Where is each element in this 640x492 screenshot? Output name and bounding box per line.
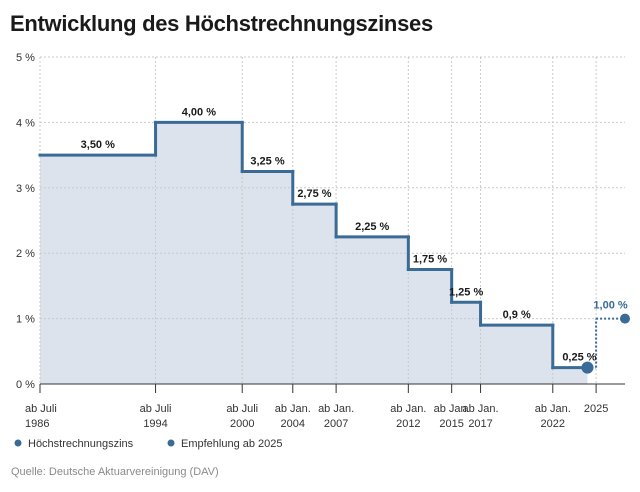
x-tick-label: 2015 [439,418,463,430]
data-label: 0,9 % [503,309,531,321]
source-note: Quelle: Deutsche Aktuarvereinigung (DAV) [11,466,219,478]
x-tick-label: ab Jan. [275,403,311,415]
y-tick-label: 5 % [16,52,35,64]
x-tick-label: 2004 [281,418,305,430]
legend-label: Höchstrechnungszins [28,438,134,450]
data-label: 4,00 % [182,106,216,118]
label-layer: 3,50 % 4,00 % 3,25 % 2,75 % 2,25 % 1,75 % 1,25… [81,106,628,363]
data-label: 2,25 % [355,221,389,233]
x-tick-label: 2017 [468,418,492,430]
page-title: Entwicklung des Höchstrechnungszinses [10,11,433,36]
x-tick-label: ab Jan. [390,403,426,415]
x-tick-label: 1986 [25,418,49,430]
x-tick-label: ab Juli [140,403,172,415]
data-label: 3,50 % [81,139,115,151]
x-tick-label: ab Jan. [318,403,354,415]
y-tick-label: 4 % [16,117,35,129]
recommendation-label: 1,00 % [593,300,627,312]
legend-layer: Höchstrechnungszins Empfehlung ab 2025 [14,438,283,450]
legend-marker [167,439,175,447]
data-label: 0,25 % [562,352,596,364]
data-label: 2,75 % [297,188,331,200]
x-tick-label: ab Juli [25,403,57,415]
data-label: 3,25 % [250,155,284,167]
data-label: 1,75 % [413,254,447,266]
legend-label: Empfehlung ab 2025 [181,438,283,450]
x-tick-label: 2007 [324,418,348,430]
x-tick-label: 1994 [143,418,167,430]
x-tick-label: ab Juli [226,403,258,415]
x-tick-label: 2022 [541,418,565,430]
line-layer [38,120,630,374]
x-tick-label: 2000 [230,418,254,430]
x-tick-label: ab Jan. [535,403,571,415]
x-tick-label: ab Jan. [434,403,470,415]
legend-marker [14,439,22,447]
y-tick-label: 1 % [16,314,35,326]
axis-layer: 0 % 1 % 2 % 3 % 4 % 5 % ab Juli 1986 ab Juli 1994… [16,52,625,430]
y-tick-label: 3 % [16,183,35,195]
grid-layer [39,56,625,384]
data-label: 1,25 % [449,286,483,298]
y-tick-label: 0 % [16,379,35,391]
y-tick-label: 2 % [16,248,35,260]
recommendation-marker [620,313,630,324]
x-tick-label: 2012 [396,418,420,430]
x-tick-label: 2025 [584,403,608,415]
x-tick-label: ab Jan. [463,403,499,415]
